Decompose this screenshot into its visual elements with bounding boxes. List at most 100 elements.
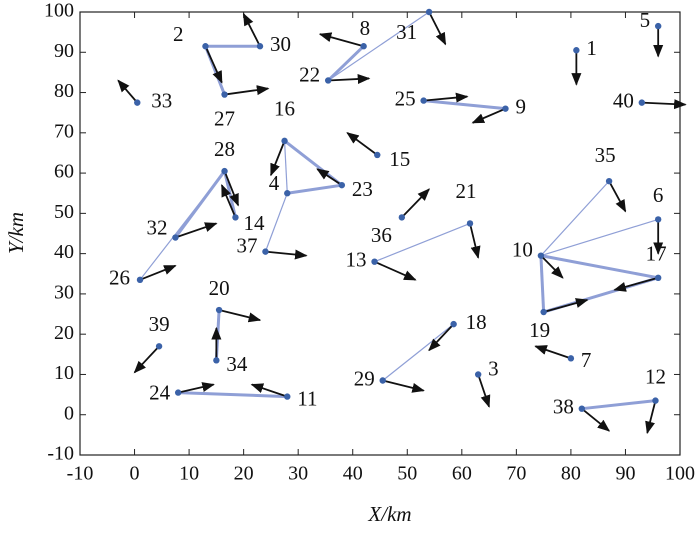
point-label: 24 — [149, 380, 171, 404]
y-tick-label: 30 — [54, 282, 74, 304]
point-label: 34 — [226, 352, 248, 376]
point — [221, 167, 228, 175]
point-label: 17 — [646, 242, 667, 266]
point — [136, 276, 144, 284]
link — [540, 180, 610, 257]
point — [450, 320, 457, 328]
point-label: 11 — [297, 386, 317, 410]
velocity-arrow — [242, 12, 261, 47]
point-label: 40 — [613, 88, 634, 112]
point-label: 31 — [396, 20, 417, 44]
point — [215, 306, 223, 314]
velocity-arrow — [581, 407, 611, 432]
x-tick-label: 100 — [665, 463, 695, 485]
point-label: 22 — [299, 62, 320, 86]
point — [638, 99, 646, 106]
link — [283, 140, 288, 194]
y-tick-label: 40 — [54, 241, 74, 263]
point — [537, 252, 545, 259]
velocity-arrow — [117, 79, 138, 104]
point-label: 37 — [236, 233, 257, 257]
velocity-arrow — [177, 382, 215, 394]
x-tick-label: 70 — [506, 463, 526, 485]
point-label: 39 — [149, 312, 170, 336]
point — [474, 371, 482, 378]
point — [398, 214, 406, 221]
velocity-arrow — [265, 249, 308, 260]
velocity-arrow — [471, 107, 506, 124]
velocity-arrow — [328, 73, 371, 85]
y-axis-label: Y/km — [4, 212, 28, 254]
point-label: 38 — [553, 394, 574, 418]
point-label: 5 — [640, 8, 651, 32]
point — [232, 214, 239, 221]
point — [155, 343, 163, 350]
velocity-arrow — [318, 32, 364, 48]
point-label: 28 — [214, 137, 235, 161]
y-tick-label: -10 — [47, 443, 74, 465]
x-tick-label: 10 — [179, 463, 199, 485]
point — [654, 22, 662, 30]
point — [134, 99, 141, 106]
point-label: 16 — [274, 97, 295, 121]
point-label: 21 — [456, 179, 477, 203]
point — [466, 220, 474, 227]
velocity-arrow — [346, 132, 378, 156]
x-tick-label: 0 — [130, 463, 140, 485]
point-label: 27 — [214, 106, 235, 130]
link — [174, 170, 226, 239]
x-tick-label: 80 — [561, 463, 581, 485]
velocity-arrow — [543, 298, 589, 313]
point — [425, 8, 433, 16]
velocity-arrow — [204, 45, 223, 84]
link — [540, 254, 659, 280]
x-tick-label: 30 — [288, 463, 308, 485]
velocity-arrow — [608, 180, 627, 213]
velocity-arrow — [374, 260, 417, 281]
x-axis-label: X/km — [367, 502, 411, 526]
y-tick-label: 90 — [54, 40, 74, 62]
point-label: 7 — [581, 348, 592, 372]
point — [284, 190, 291, 197]
point — [262, 248, 269, 255]
link — [382, 323, 455, 381]
point — [652, 397, 659, 404]
point — [202, 43, 209, 50]
point — [654, 216, 662, 223]
point — [256, 43, 264, 50]
velocity-arrow — [224, 85, 270, 96]
point-label: 33 — [151, 88, 172, 112]
point-label: 30 — [270, 32, 291, 56]
velocity-arrow — [139, 264, 177, 281]
point-label: 18 — [466, 310, 487, 334]
point-label: 25 — [395, 86, 416, 110]
point — [540, 308, 547, 316]
point — [338, 181, 346, 189]
link — [287, 183, 343, 195]
point-label: 15 — [389, 147, 410, 171]
velocity-arrow — [401, 188, 430, 219]
link — [178, 391, 288, 399]
velocity-arrow — [540, 255, 564, 279]
velocity-arrow — [382, 379, 425, 393]
velocity-arrow — [645, 400, 657, 435]
link — [264, 193, 288, 252]
velocity-arrow — [428, 11, 447, 46]
link — [540, 218, 659, 257]
velocity-arrow — [613, 276, 659, 292]
point — [578, 405, 586, 412]
velocity-arrow — [534, 345, 572, 360]
x-tick-label: 20 — [234, 463, 254, 485]
link — [539, 255, 546, 313]
point-label: 2 — [173, 22, 184, 46]
point — [374, 151, 381, 159]
link — [374, 222, 471, 263]
point-label: 14 — [243, 211, 264, 235]
point — [654, 274, 662, 281]
point-label: 19 — [529, 318, 550, 342]
point-label: 4 — [269, 171, 280, 195]
point-label: 35 — [595, 143, 616, 167]
y-tick-label: 50 — [54, 201, 74, 223]
point-label: 3 — [488, 356, 499, 380]
